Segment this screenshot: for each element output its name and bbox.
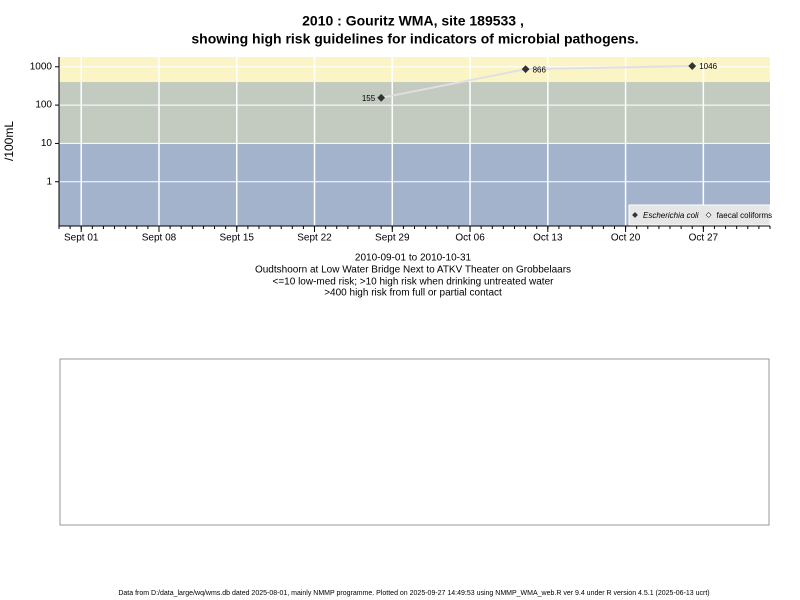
risk-band [59, 82, 770, 144]
legend-marker [705, 212, 712, 218]
note: 2010-09-01 to 2010-10-31 [355, 253, 472, 264]
y-tick-label: 1000 [30, 61, 53, 72]
y-tick-label: 10 [41, 138, 53, 149]
x-tick-label: Oct 13 [533, 233, 563, 244]
risk-band [59, 57, 770, 83]
x-tick-label: Oct 20 [611, 233, 641, 244]
data-label: 866 [533, 65, 547, 74]
chart-subtitle: showing high risk guidelines for indicat… [191, 31, 638, 47]
x-tick-label: Sept 22 [297, 233, 332, 244]
note: >400 high risk from full or partial cont… [324, 288, 502, 299]
legend-label: faecal coliforms [717, 211, 773, 220]
y-tick-label: 1 [46, 176, 52, 187]
legend-box [628, 204, 771, 226]
data-point [521, 65, 530, 74]
chart-title: 2010 : Gouritz WMA, site 189533 , [302, 13, 524, 29]
x-tick-label: Sept 01 [64, 233, 99, 244]
data-point [377, 93, 386, 102]
x-tick-label: Oct 27 [689, 233, 719, 244]
footer: Data from D:/data_large/wq/wms.db dated … [118, 590, 709, 597]
x-tick-label: Sept 15 [220, 233, 255, 244]
data-label: 1046 [699, 62, 717, 71]
data-point [688, 62, 697, 70]
x-tick-label: Oct 06 [455, 233, 485, 244]
x-tick-label: Sept 29 [375, 233, 410, 244]
legend-marker [632, 212, 638, 218]
note: <=10 low-med risk; >10 high risk when dr… [273, 277, 555, 288]
legend-label: Escherichia coli [643, 211, 699, 220]
x-tick-label: Sept 08 [142, 233, 177, 244]
data-label: 155 [362, 94, 376, 103]
y-tick-label: 100 [35, 100, 52, 111]
y-axis-label: /100mL [2, 121, 16, 161]
note: Oudtshoorn at Low Water Bridge Next to A… [255, 265, 571, 276]
empty-panel [59, 358, 770, 526]
